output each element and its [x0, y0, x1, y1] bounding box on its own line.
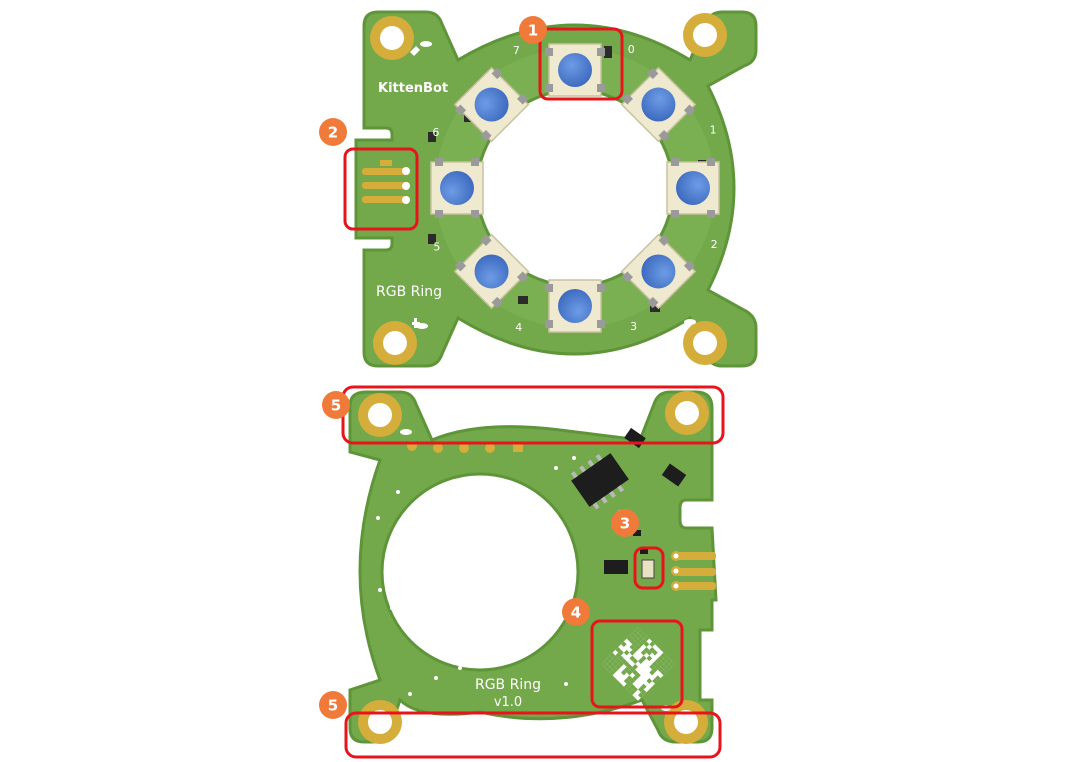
callout-badges: 1 2 3 4 5 5 [319, 16, 639, 719]
front-connector [362, 160, 410, 204]
back-mounting-holes [358, 391, 709, 744]
led-2 [666, 158, 720, 218]
back-center-hole [380, 472, 580, 672]
led-index-5: 5 [433, 241, 440, 254]
led-index-2: 2 [711, 238, 718, 251]
callout-4: 4 [562, 598, 590, 626]
led-index-1: 1 [710, 123, 717, 136]
led-6 [430, 158, 484, 218]
highlight-resistor [633, 546, 665, 590]
led-index-0: 0 [628, 43, 635, 56]
ic-chip [570, 453, 629, 510]
highlight-qr-code [590, 619, 684, 709]
led-0 [545, 43, 605, 97]
front-board-name: RGB Ring [376, 284, 442, 300]
back-connector [671, 551, 716, 591]
callout-3: 3 [611, 509, 639, 537]
svg-text:3: 3 [620, 515, 630, 533]
led-5 [453, 233, 530, 310]
qr-code [601, 627, 675, 701]
led-1 [620, 66, 697, 143]
led-4 [545, 279, 605, 333]
led-index-labels: 0 1 2 3 4 5 6 7 [432, 43, 717, 334]
version-label: v1.0 [494, 695, 522, 710]
led-index-7: 7 [513, 44, 520, 57]
svg-text:5: 5 [328, 697, 338, 715]
svg-text:1: 1 [528, 22, 538, 40]
led-index-6: 6 [432, 126, 439, 139]
highlight-front-connector [343, 147, 419, 231]
svg-text:2: 2 [328, 124, 338, 142]
callout-1: 1 [519, 16, 547, 44]
highlight-led [538, 27, 624, 101]
brand-label: KittenBot [378, 81, 448, 96]
highlight-bottom-mounting-holes [344, 711, 722, 759]
svg-text:5: 5 [331, 397, 341, 415]
front-mounting-holes [370, 13, 727, 365]
back-board: RGB Ring v1.0 [348, 390, 718, 744]
callout-5-bottom: 5 [319, 691, 347, 719]
front-board: KittenBot RGB Ring 0 1 2 3 4 5 6 7 [354, 10, 758, 368]
led-3 [620, 233, 697, 310]
led-index-4: 4 [515, 321, 522, 334]
silk-marks [410, 41, 696, 329]
back-board-name: RGB Ring [475, 677, 541, 693]
led-index-3: 3 [630, 320, 637, 333]
led-7 [453, 66, 530, 143]
callout-5-top: 5 [322, 391, 350, 419]
svg-text:4: 4 [571, 604, 581, 622]
callout-2: 2 [319, 118, 347, 146]
front-leds [430, 43, 720, 333]
